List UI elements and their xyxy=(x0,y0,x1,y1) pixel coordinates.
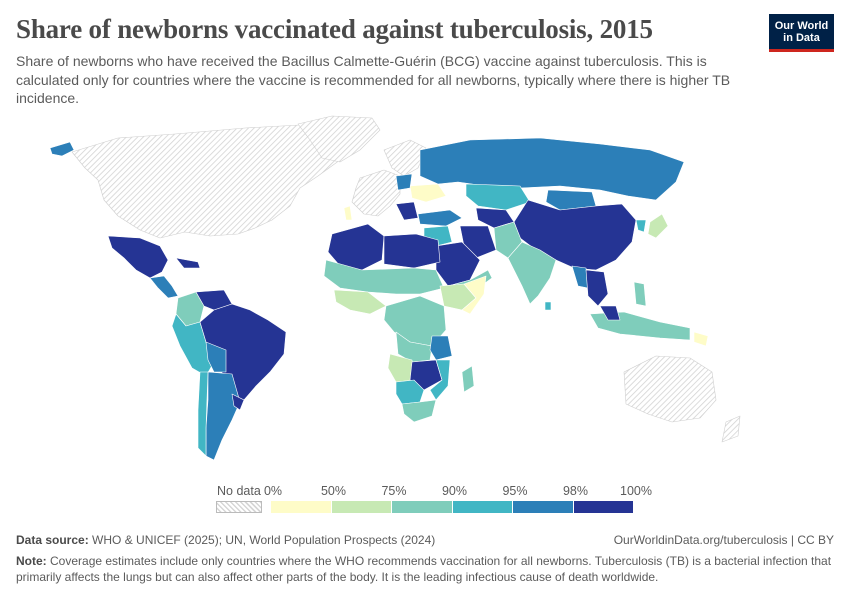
region-north-america[interactable] xyxy=(71,123,353,239)
data-source-label: Data source: xyxy=(16,533,89,547)
region-indonesia[interactable] xyxy=(589,311,691,341)
legend-no-data-label: No data xyxy=(217,484,261,498)
region-central-america[interactable] xyxy=(149,275,179,299)
legend-tick-label: 75% xyxy=(381,484,407,498)
legend-bin-3[interactable] xyxy=(392,501,452,513)
country-malaysia[interactable] xyxy=(599,305,621,321)
legend-tick-label: 90% xyxy=(441,484,468,498)
legend-bin-2[interactable] xyxy=(331,501,391,513)
region-north-africa-west[interactable] xyxy=(327,223,385,271)
legend-tick-label: 0% xyxy=(263,484,283,498)
country-philippines[interactable] xyxy=(633,281,647,307)
country-turkey[interactable] xyxy=(417,209,463,227)
legend-tick-label: 95% xyxy=(502,484,528,498)
country-portugal[interactable] xyxy=(343,205,353,221)
country-madagascar[interactable] xyxy=(461,365,475,393)
country-uruguay[interactable] xyxy=(231,393,245,411)
legend-tick-label: 100% xyxy=(620,484,652,498)
region-greenland[interactable] xyxy=(297,115,381,163)
country-australia[interactable] xyxy=(623,355,717,423)
region-caribbean[interactable] xyxy=(175,257,201,269)
country-tanzania[interactable] xyxy=(429,335,453,361)
legend-tick-label: 98% xyxy=(562,484,589,498)
legend-tick-label: 50% xyxy=(320,484,347,498)
chart-note: Note: Coverage estimates include only co… xyxy=(16,554,836,585)
country-ecuador-peru[interactable] xyxy=(171,313,215,377)
data-source: Data source: WHO & UNICEF (2025); UN, Wo… xyxy=(16,533,435,547)
country-libya-egypt[interactable] xyxy=(383,233,441,269)
chart-subtitle: Share of newborns who have received the … xyxy=(16,53,731,106)
legend-bin-4[interactable] xyxy=(452,501,512,513)
country-alaska[interactable] xyxy=(49,141,75,157)
country-japan[interactable] xyxy=(647,213,669,239)
country-drc[interactable] xyxy=(395,331,433,363)
country-chile[interactable] xyxy=(197,371,209,457)
note-text: Coverage estimates include only countrie… xyxy=(16,554,832,584)
region-west-africa[interactable] xyxy=(333,289,387,315)
region-eastern-europe[interactable] xyxy=(395,173,413,191)
logo-line-1: Our World xyxy=(774,19,829,32)
region-western-europe[interactable] xyxy=(351,169,401,217)
note-label: Note: xyxy=(16,554,47,568)
country-sri-lanka[interactable] xyxy=(544,301,552,311)
legend-bin-6[interactable] xyxy=(573,501,633,513)
country-korea[interactable] xyxy=(635,219,647,233)
country-myanmar[interactable] xyxy=(571,265,589,289)
country-ukraine[interactable] xyxy=(409,183,447,203)
country-kazakhstan[interactable] xyxy=(465,183,531,211)
chart-title: Share of newborns vaccinated against tub… xyxy=(16,14,653,44)
country-somalia[interactable] xyxy=(461,275,487,315)
country-south-africa[interactable] xyxy=(401,399,437,423)
country-argentina[interactable] xyxy=(205,371,241,461)
data-source-text: WHO & UNICEF (2025); UN, World Populatio… xyxy=(88,533,436,547)
region-indochina[interactable] xyxy=(585,269,609,307)
country-mexico[interactable] xyxy=(107,235,169,279)
region-scandinavia[interactable] xyxy=(383,139,427,177)
owid-logo[interactable]: Our World in Data xyxy=(769,14,834,52)
region-sahel[interactable] xyxy=(323,259,445,295)
legend-no-data-swatch[interactable] xyxy=(216,501,262,513)
country-papua-new-guinea[interactable] xyxy=(693,331,709,347)
logo-line-2: in Data xyxy=(783,31,820,44)
country-new-zealand[interactable] xyxy=(721,415,741,443)
legend-bin-1[interactable] xyxy=(271,501,331,513)
country-zambia-zimbabwe[interactable] xyxy=(409,359,443,391)
world-map[interactable] xyxy=(0,110,850,480)
map-legend: No data 0% 50% 75% 90% 95% 98% 100% xyxy=(0,480,850,520)
legend-bin-5[interactable] xyxy=(513,501,573,513)
country-india[interactable] xyxy=(507,241,557,305)
source-url[interactable]: OurWorldinData.org/tuberculosis | CC BY xyxy=(613,533,834,547)
country-bolivia[interactable] xyxy=(205,341,227,373)
region-balkans[interactable] xyxy=(395,201,419,221)
